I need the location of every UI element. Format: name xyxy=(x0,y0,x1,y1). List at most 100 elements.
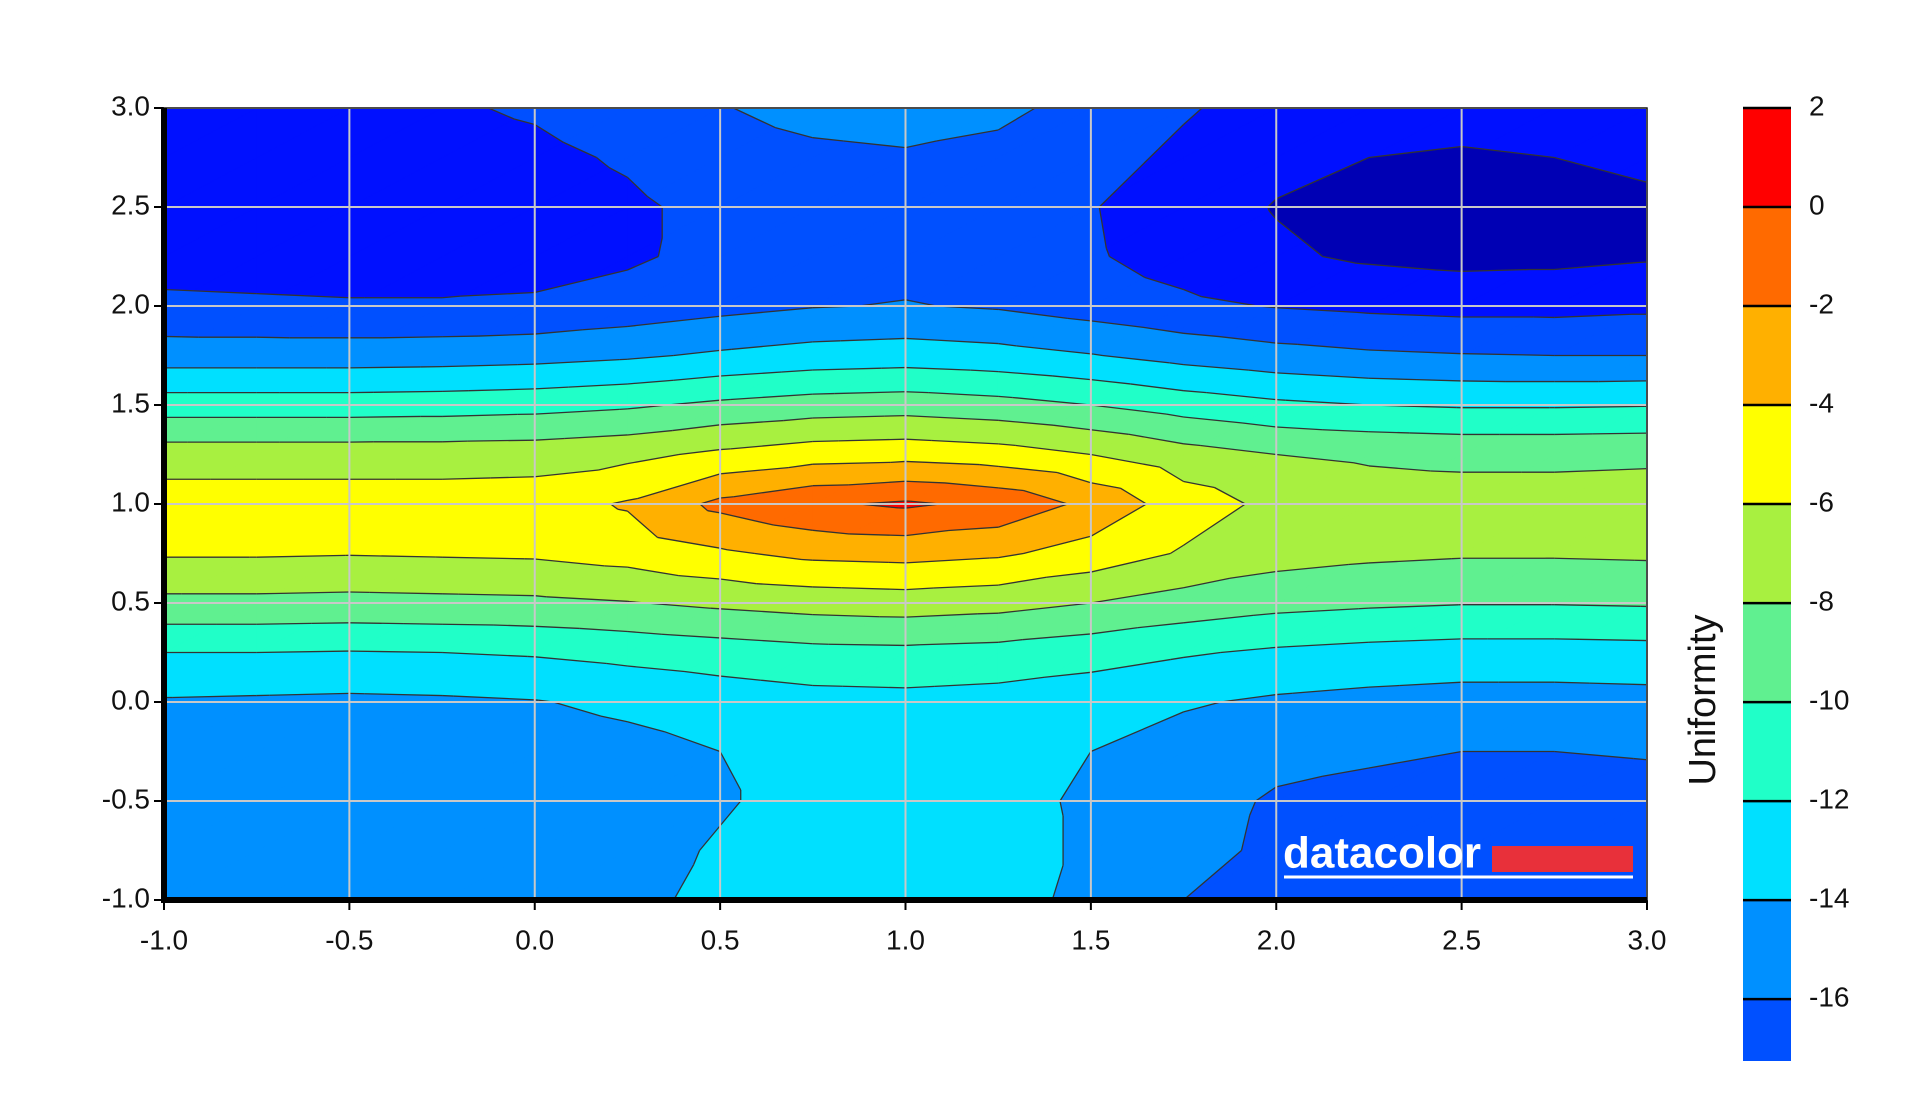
y-tick-label: 1.5 xyxy=(111,387,150,418)
contour-line xyxy=(627,510,658,538)
contour-line xyxy=(1090,378,1131,385)
contour-line xyxy=(933,584,999,589)
contour-line xyxy=(1102,354,1170,364)
colorbar-tick-label: -12 xyxy=(1809,783,1849,814)
contour-line xyxy=(793,612,813,616)
contour-line xyxy=(664,731,721,753)
contour-line xyxy=(720,608,794,615)
contour-line xyxy=(1220,693,1277,703)
contour-line xyxy=(579,627,628,633)
contour-line xyxy=(1554,604,1641,607)
contour-line xyxy=(1023,535,1092,555)
colorbar-tick-label: 0 xyxy=(1809,189,1825,220)
contour-line xyxy=(546,596,628,602)
contour-line xyxy=(673,375,721,381)
contour-line xyxy=(905,391,929,394)
contour-line xyxy=(274,591,350,595)
contour-line xyxy=(534,469,599,478)
contour-line xyxy=(1276,646,1287,649)
contour-line xyxy=(720,496,734,499)
contour-line xyxy=(998,308,1068,320)
contour-line xyxy=(513,118,535,126)
contour-line xyxy=(442,390,469,393)
contour-line xyxy=(1159,466,1184,483)
contour-line xyxy=(1183,614,1254,624)
contour-line xyxy=(998,639,1023,643)
contour-line xyxy=(841,587,906,591)
contour-line xyxy=(256,292,279,296)
contour-line xyxy=(1322,255,1357,264)
contour-line xyxy=(1368,377,1417,381)
contour-line xyxy=(1090,658,1171,673)
contour-line xyxy=(596,156,610,168)
contour-line xyxy=(460,291,535,297)
contour-line xyxy=(1368,750,1462,769)
contour-line xyxy=(1554,433,1593,436)
contour-line xyxy=(278,293,350,299)
contour-line xyxy=(1589,682,1648,686)
contour-line xyxy=(812,340,841,343)
contour-line xyxy=(1090,429,1129,435)
contour-line xyxy=(1090,404,1167,415)
contour-line xyxy=(1268,210,1277,220)
contour-line xyxy=(534,358,620,365)
contour-line xyxy=(534,595,547,598)
contour-line xyxy=(1240,814,1251,851)
contour-line xyxy=(775,127,813,139)
contour-line xyxy=(163,288,193,292)
contour-line xyxy=(1183,651,1221,659)
colorbar-label: Uniformity xyxy=(1682,614,1724,785)
contour-line xyxy=(1592,432,1648,435)
contour-line xyxy=(998,443,1016,447)
contour-line xyxy=(849,533,906,537)
contour-line xyxy=(1554,557,1635,561)
contour-line xyxy=(534,123,564,143)
contour-line xyxy=(488,107,515,120)
contour-line xyxy=(311,622,350,625)
contour-line xyxy=(1051,865,1064,901)
contour-line xyxy=(1183,503,1246,546)
contour-line xyxy=(998,395,1013,399)
contour-line xyxy=(1554,262,1636,271)
contour-line xyxy=(1144,276,1184,291)
contour-line xyxy=(627,721,665,733)
y-tick-label: -0.5 xyxy=(102,783,150,814)
contour-line xyxy=(695,315,721,320)
colorbar-band xyxy=(1743,207,1791,307)
contour-line xyxy=(760,679,813,687)
contour-line xyxy=(672,424,721,432)
contour-line xyxy=(1248,369,1277,374)
contour-line xyxy=(637,473,721,500)
watermark: datacolor xyxy=(1283,829,1481,878)
contour-line xyxy=(626,176,648,197)
contour-line xyxy=(884,414,906,417)
contour-line xyxy=(627,318,697,328)
contour-line xyxy=(905,529,949,537)
contour-line xyxy=(977,612,999,615)
contour-line xyxy=(1098,196,1110,208)
x-tick-label: 3.0 xyxy=(1628,924,1667,955)
contour-line xyxy=(812,415,885,419)
contour-line xyxy=(493,624,535,627)
x-tick-label: 1.5 xyxy=(1071,924,1110,955)
contour-line xyxy=(1461,380,1506,383)
contour-line xyxy=(1183,577,1231,589)
contour-line xyxy=(534,558,605,567)
contour-line xyxy=(730,393,813,401)
contour-line xyxy=(944,482,999,489)
contour-line xyxy=(781,369,813,373)
contour-line xyxy=(1275,218,1305,243)
colorbar-tick-label: -16 xyxy=(1809,982,1849,1013)
colorbar-tick-label: -4 xyxy=(1809,387,1834,418)
contour-line xyxy=(934,339,999,345)
contour-line xyxy=(468,388,535,392)
contour-line xyxy=(627,453,680,465)
contour-line xyxy=(553,701,602,717)
contour-line xyxy=(1368,604,1459,609)
contour-line xyxy=(1465,353,1555,357)
contour-line xyxy=(1297,343,1369,351)
contour-line xyxy=(1090,552,1171,573)
contour-line xyxy=(684,670,721,677)
colorbar-band xyxy=(1743,306,1791,406)
contour-line xyxy=(627,354,674,360)
